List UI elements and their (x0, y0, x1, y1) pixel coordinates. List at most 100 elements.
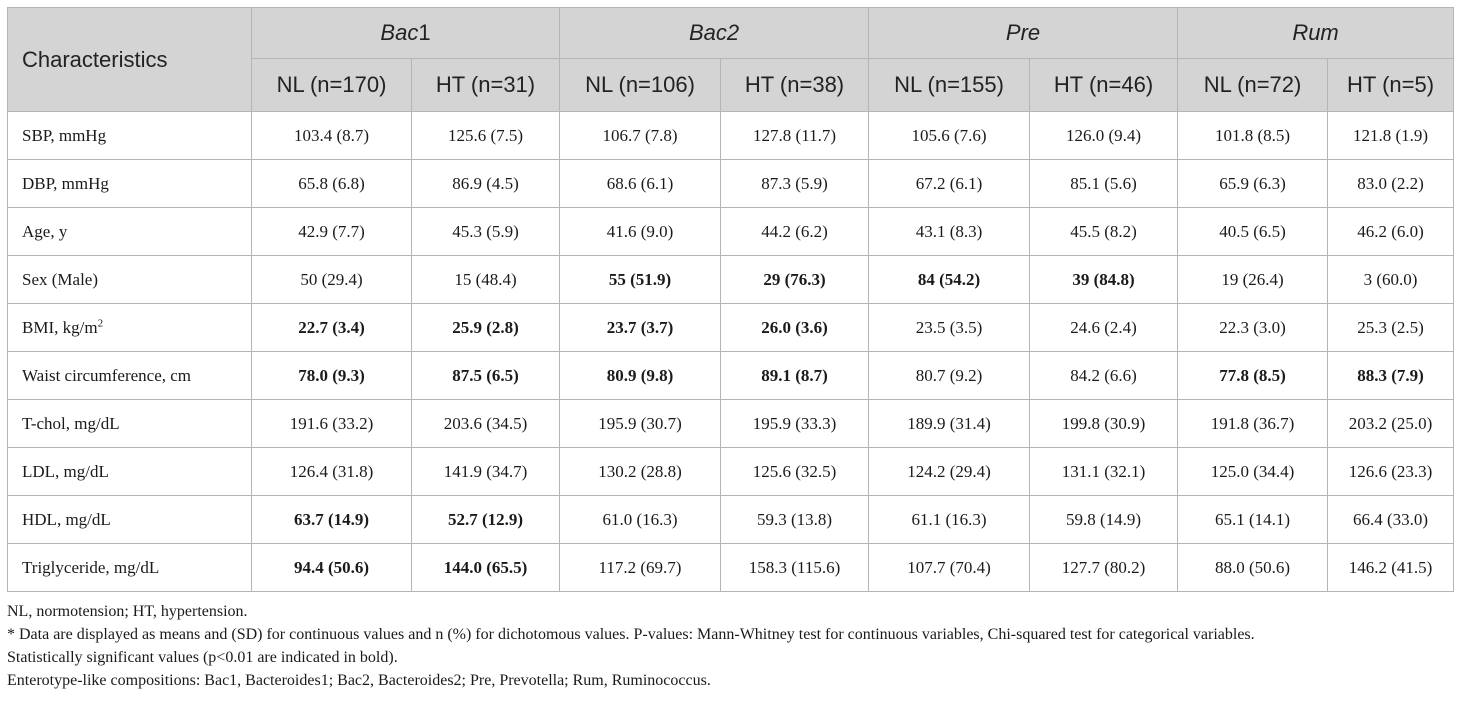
table-row: Waist circumference, cm 78.0 (9.3) 87.5 (6… (7, 351, 1455, 400)
row-label-text: SBP, mmHg (22, 125, 107, 145)
table-row: LDL, mg/dL 126.4 (31.8) 141.9 (34.7) 130.2 … (7, 447, 1455, 496)
table-cell: 85.1 (5.6) (1029, 159, 1179, 208)
table-cell: 126.0 (9.4) (1029, 111, 1179, 160)
table-cell: 195.9 (30.7) (559, 399, 722, 448)
table-cell: 86.9 (4.5) (410, 159, 561, 208)
group-header-pre: Pre (868, 7, 1179, 59)
row-label: Sex (Male) (7, 255, 252, 304)
table-cell: 88.3 (7.9) (1327, 351, 1455, 400)
table-row: T-chol, mg/dL 191.6 (33.2) 203.6 (34.5) 195… (7, 399, 1455, 448)
table-cell: 83.0 (2.2) (1327, 159, 1455, 208)
table-cell: 101.8 (8.5) (1177, 111, 1329, 160)
table-cell: 203.6 (34.5) (410, 399, 561, 448)
table-cell: 45.3 (5.9) (410, 207, 561, 256)
table-cell: 130.2 (28.8) (559, 447, 722, 496)
table-body: SBP, mmHg 103.4 (8.7) 125.6 (7.5) 106.7 (7.… (7, 111, 1455, 592)
table-cell: 80.7 (9.2) (868, 351, 1031, 400)
footnote-enterotypes: Enterotype-like compositions: Bac1, Bact… (7, 672, 711, 689)
row-label-text: Age, y (22, 221, 68, 241)
table-footnotes: NL, normotension; HT, hypertension. * Da… (7, 600, 1457, 692)
table-cell: 80.9 (9.8) (559, 351, 722, 400)
table-row: DBP, mmHg 65.8 (6.8) 86.9 (4.5) 68.6 (6.1) 8… (7, 159, 1455, 208)
table-cell: 127.8 (11.7) (720, 111, 870, 160)
subheader-cell: HT (n=31) (410, 58, 561, 112)
table-row: Age, y 42.9 (7.7) 45.3 (5.9) 41.6 (9.0) 44.2… (7, 207, 1455, 256)
table-cell: 125.6 (7.5) (410, 111, 561, 160)
table-cell: 52.7 (12.9) (410, 495, 561, 544)
subheader-row: NL (n=170) HT (n=31) NL (n=106) HT (n=38… (8, 58, 1455, 112)
table-row: BMI, kg/m2 22.7 (3.4) 25.9 (2.8) 23.7 (3.7)… (7, 303, 1455, 352)
row-label-text: Triglyceride, mg/dL (22, 557, 160, 577)
group-suffix: 2 (726, 20, 740, 45)
table-cell: 42.9 (7.7) (251, 207, 412, 256)
subheader-cell: HT (n=46) (1029, 58, 1179, 112)
table-cell: 45.5 (8.2) (1029, 207, 1179, 256)
group-suffix: 1 (418, 20, 431, 45)
row-label: Age, y (7, 207, 252, 256)
table-cell: 84 (54.2) (868, 255, 1031, 304)
table-cell: 127.7 (80.2) (1029, 543, 1179, 592)
row-label-text: LDL, mg/dL (22, 461, 109, 481)
table-cell: 67.2 (6.1) (868, 159, 1031, 208)
group-header-bac2: Bac2 (559, 7, 870, 59)
table-cell: 39 (84.8) (1029, 255, 1179, 304)
row-label: LDL, mg/dL (7, 447, 252, 496)
table-cell: 144.0 (65.5) (410, 543, 561, 592)
table-cell: 46.2 (6.0) (1327, 207, 1455, 256)
row-label: SBP, mmHg (7, 111, 252, 160)
group-header-bac1: Bac1 (250, 7, 561, 59)
table-row: Sex (Male) 50 (29.4) 15 (48.4) 55 (51.9) 29 … (7, 255, 1455, 304)
table-cell: 195.9 (33.3) (720, 399, 870, 448)
table-cell: 88.0 (50.6) (1177, 543, 1329, 592)
table-cell: 189.9 (31.4) (868, 399, 1031, 448)
row-label: Triglyceride, mg/dL (7, 543, 252, 592)
table-cell: 94.4 (50.6) (251, 543, 412, 592)
table-cell: 24.6 (2.4) (1029, 303, 1179, 352)
table-cell: 146.2 (41.5) (1327, 543, 1455, 592)
row-label-superscript: 2 (97, 316, 104, 329)
table-cell: 121.8 (1.9) (1327, 111, 1455, 160)
group-header-rum: Rum (1177, 7, 1455, 59)
row-label-text: HDL, mg/dL (22, 509, 111, 529)
table-cell: 63.7 (14.9) (251, 495, 412, 544)
table-cell: 125.6 (32.5) (720, 447, 870, 496)
footnote-significance: Statistically significant values (p<0.01… (7, 649, 398, 666)
group-name: Bac (688, 20, 727, 45)
table-cell: 23.7 (3.7) (559, 303, 722, 352)
table-cell: 25.3 (2.5) (1327, 303, 1455, 352)
row-label-text: BMI, kg/m (22, 317, 98, 337)
footnote-data-note: * Data are displayed as means and (SD) f… (7, 626, 1255, 643)
table-cell: 106.7 (7.8) (559, 111, 722, 160)
table-cell: 65.1 (14.1) (1177, 495, 1329, 544)
table-cell: 126.6 (23.3) (1327, 447, 1455, 496)
table-cell: 59.8 (14.9) (1029, 495, 1179, 544)
table-cell: 59.3 (13.8) (720, 495, 870, 544)
table-cell: 19 (26.4) (1177, 255, 1329, 304)
table-cell: 199.8 (30.9) (1029, 399, 1179, 448)
group-name: Bac (380, 20, 419, 45)
table-cell: 124.2 (29.4) (868, 447, 1031, 496)
subheader-cell: HT (n=38) (720, 58, 870, 112)
table-row: Triglyceride, mg/dL 94.4 (50.6) 144.0 (65.… (7, 543, 1455, 592)
row-label: T-chol, mg/dL (7, 399, 252, 448)
row-label: BMI, kg/m2 (7, 303, 252, 352)
row-label: HDL, mg/dL (7, 495, 252, 544)
table-cell: 65.8 (6.8) (251, 159, 412, 208)
table-cell: 40.5 (6.5) (1177, 207, 1329, 256)
subheader-cell: NL (n=106) (559, 58, 722, 112)
table-cell: 50 (29.4) (251, 255, 412, 304)
row-label-text: DBP, mmHg (22, 173, 109, 193)
table-cell: 61.0 (16.3) (559, 495, 722, 544)
table-cell: 66.4 (33.0) (1327, 495, 1455, 544)
table-row: SBP, mmHg 103.4 (8.7) 125.6 (7.5) 106.7 (7.… (7, 111, 1455, 160)
table-header: Characteristics Bac1 Bac2 Pre Rum NL (n=… (7, 7, 1455, 112)
table-cell: 141.9 (34.7) (410, 447, 561, 496)
subheader-cell: NL (n=155) (868, 58, 1031, 112)
row-label-text: Waist circumference, cm (22, 365, 192, 385)
table-cell: 41.6 (9.0) (559, 207, 722, 256)
row-label-text: T-chol, mg/dL (22, 413, 120, 433)
table-cell: 77.8 (8.5) (1177, 351, 1329, 400)
subheader-cell: NL (n=72) (1177, 58, 1329, 112)
table-cell: 126.4 (31.8) (251, 447, 412, 496)
group-name: Rum (1292, 20, 1339, 45)
